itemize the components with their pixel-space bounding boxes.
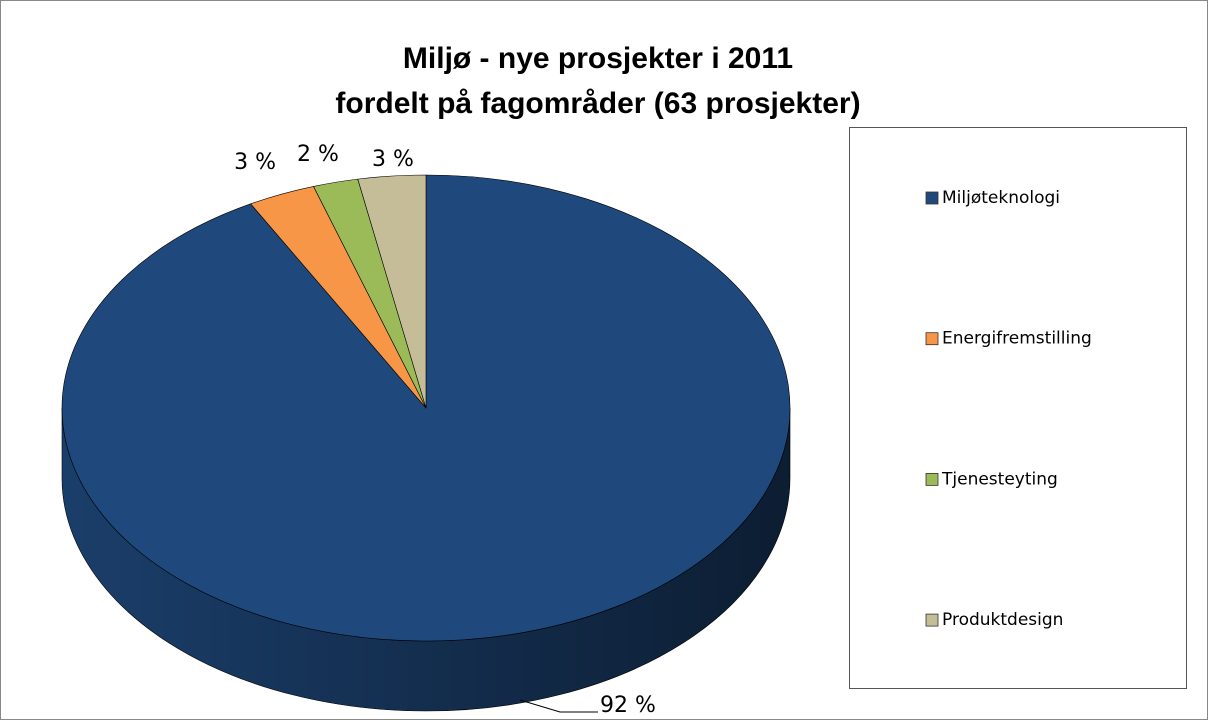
legend-label: Produktdesign [942, 610, 1063, 630]
side-shade [62, 408, 790, 711]
legend-label: Tjenesteyting [941, 469, 1058, 489]
legend-box [849, 127, 1187, 689]
data-label: 3 % [372, 147, 414, 172]
legend-label: Miljøteknologi [942, 188, 1060, 208]
legend-swatch [925, 332, 939, 346]
chart-title: Miljø - nye prosjekter i 2011 [403, 42, 793, 75]
legend-label: Energifremstilling [942, 329, 1092, 349]
chart-title: fordelt på fagområder (63 prosjekter) [335, 87, 860, 120]
legend-swatch [925, 191, 939, 205]
legend-swatch [925, 472, 939, 486]
data-label: 2 % [297, 142, 339, 167]
leader-line [519, 699, 598, 713]
pie-slice [357, 174, 427, 409]
data-label: 92 % [600, 693, 656, 718]
legend-swatch [925, 613, 939, 627]
data-label: 3 % [234, 150, 276, 175]
